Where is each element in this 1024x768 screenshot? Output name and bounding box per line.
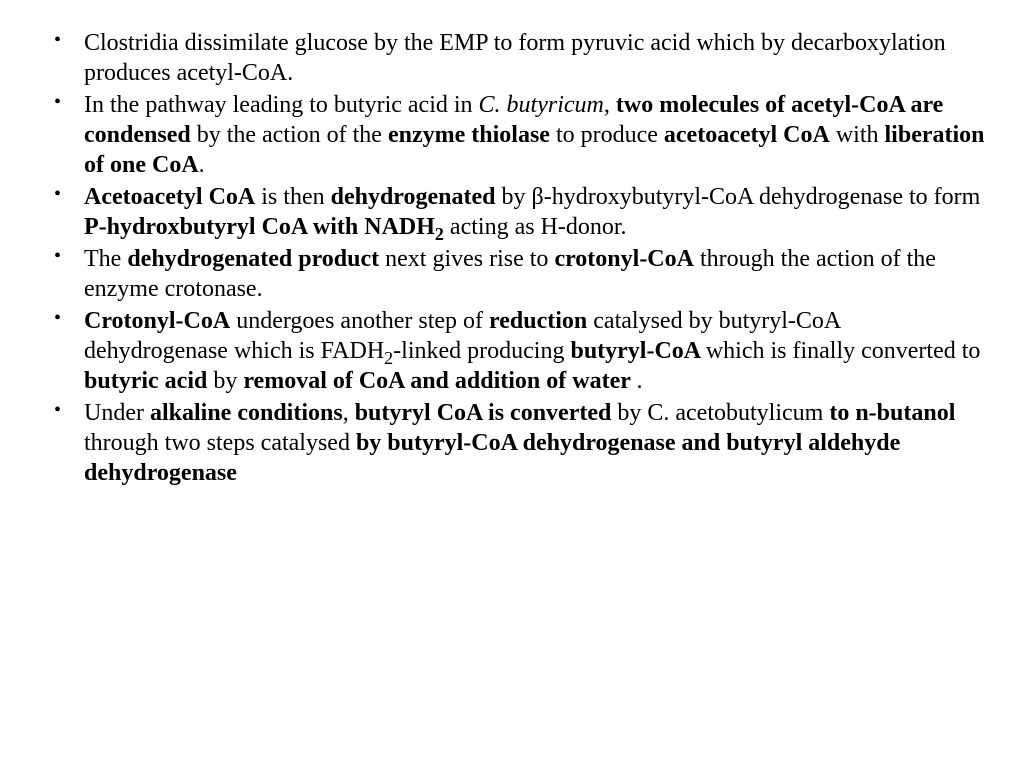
text-run: The [84, 246, 127, 272]
text-run: crotonyl-CoA [554, 246, 694, 272]
text-run: removal of CoA and addition of water [243, 368, 636, 394]
text-run: to produce [550, 122, 664, 148]
text-run: enzyme thiolase [388, 122, 550, 148]
text-run: through two steps catalysed [84, 430, 356, 456]
bullet-item: Crotonyl-CoA undergoes another step of r… [70, 306, 986, 396]
text-run: C. butyricum [479, 92, 604, 118]
text-run: Crotonyl-CoA [84, 308, 230, 334]
bullet-item: Under alkaline conditions, butyryl CoA i… [70, 398, 986, 488]
text-run: next gives rise to [379, 246, 554, 272]
text-run: reduction [489, 308, 587, 334]
text-run: by the action of the [191, 122, 388, 148]
bullet-item: Clostridia dissimilate glucose by the EM… [70, 28, 986, 88]
text-run: Acetoacetyl CoA [84, 184, 255, 210]
bullet-item: The dehydrogenated product next gives ri… [70, 244, 986, 304]
text-run: which is finally converted to [706, 338, 981, 364]
text-run: acetoacetyl CoA [664, 122, 830, 148]
text-run: . [199, 152, 205, 178]
text-run: 2 [435, 224, 444, 244]
text-run: butyric acid [84, 368, 207, 394]
text-run: dehydrogenated product [127, 246, 379, 272]
text-run: to n-butanol [829, 400, 955, 426]
text-run: is then [255, 184, 330, 210]
text-run: , [343, 400, 355, 426]
text-run: with [830, 122, 885, 148]
text-run: acting as H-donor. [444, 214, 627, 240]
text-run: butyryl CoA is converted [355, 400, 612, 426]
text-run: butyryl-CoA [570, 338, 705, 364]
text-run: by β-hydroxybutyryl-CoA dehydrogenase to… [496, 184, 981, 210]
text-run: dehydrogenated [331, 184, 496, 210]
bullet-list: Clostridia dissimilate glucose by the EM… [38, 28, 986, 488]
text-run: by C. acetobutylicum [611, 400, 829, 426]
text-run: 2 [384, 348, 393, 368]
bullet-item: Acetoacetyl CoA is then dehydrogenated b… [70, 182, 986, 242]
text-run: P-hydroxbutyryl CoA with NADH [84, 214, 435, 240]
text-run: -linked producing [393, 338, 570, 364]
text-run: undergoes another step of [230, 308, 489, 334]
bullet-item: In the pathway leading to butyric acid i… [70, 90, 986, 180]
slide-body: Clostridia dissimilate glucose by the EM… [0, 0, 1024, 488]
text-run: , [604, 92, 616, 118]
text-run: Under [84, 400, 150, 426]
text-run: In the pathway leading to butyric acid i… [84, 92, 479, 118]
text-run: by [207, 368, 243, 394]
text-run: . [636, 368, 642, 394]
text-run: Clostridia dissimilate glucose by the EM… [84, 30, 946, 86]
text-run: alkaline conditions [150, 400, 343, 426]
